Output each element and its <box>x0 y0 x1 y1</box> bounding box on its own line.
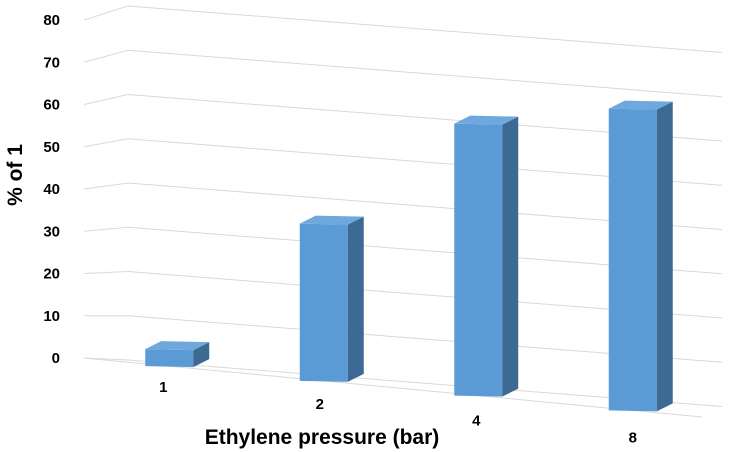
bar-top <box>145 341 210 351</box>
bar-side <box>347 216 364 382</box>
gridline <box>83 270 723 319</box>
x-tick-label: 8 <box>629 429 637 446</box>
bar-1 <box>145 341 210 368</box>
bar-8 <box>608 100 673 412</box>
y-tick-label: 10 <box>43 308 60 325</box>
gridline <box>83 357 723 408</box>
bar-side <box>193 342 210 368</box>
y-tick-label: 0 <box>52 350 60 367</box>
gridline <box>84 315 723 363</box>
y-tick-label: 20 <box>43 266 60 283</box>
gridline <box>83 49 723 98</box>
bar-side <box>502 116 519 397</box>
y-tick-label: 40 <box>43 181 60 198</box>
bar-front <box>454 123 503 397</box>
y-axis-title: % of 1 <box>4 144 27 206</box>
bar-2 <box>299 215 364 382</box>
gridlines <box>83 5 723 418</box>
x-axis-ticks: 1 2 4 8 <box>159 379 637 446</box>
y-tick-label: 70 <box>43 54 60 71</box>
gridline <box>83 138 723 186</box>
y-tick-label: 60 <box>43 97 60 114</box>
bar-front <box>145 349 194 368</box>
y-tick-label: 80 <box>43 12 60 29</box>
bar-top <box>454 115 519 125</box>
bar-front <box>608 108 657 412</box>
floor-edge <box>83 357 703 418</box>
x-tick-label: 1 <box>159 379 167 396</box>
y-axis-ticks: 0 10 20 30 40 50 60 70 80 <box>43 12 60 367</box>
x-tick-label: 2 <box>316 396 324 413</box>
bar-top <box>299 215 364 225</box>
x-axis-title: Ethylene pressure (bar) <box>205 426 440 449</box>
gridline <box>83 226 723 275</box>
gridline <box>83 5 723 54</box>
y-tick-label: 30 <box>43 223 60 240</box>
bar-top <box>608 100 673 110</box>
bar-4 <box>454 115 519 397</box>
gridline <box>83 93 723 142</box>
y-tick-label: 50 <box>43 139 60 156</box>
bar-side <box>656 101 673 412</box>
gridline <box>83 182 723 231</box>
bars <box>145 100 673 412</box>
x-tick-label: 4 <box>472 413 481 430</box>
bar-front <box>299 223 348 382</box>
